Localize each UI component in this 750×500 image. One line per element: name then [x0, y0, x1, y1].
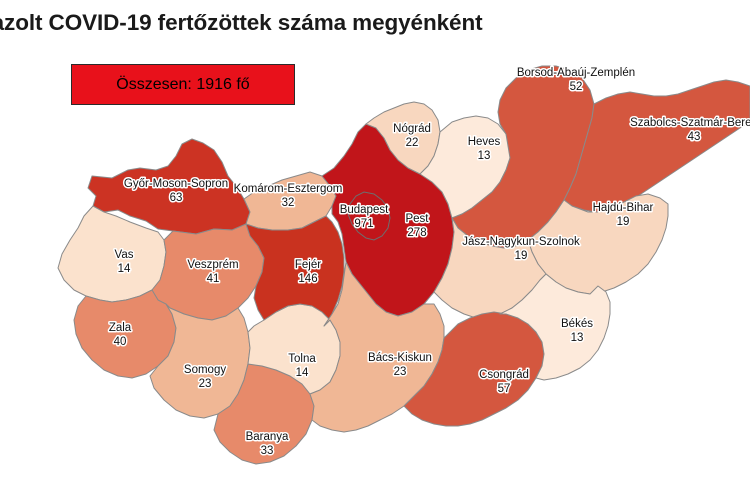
county-value: 971: [354, 218, 373, 230]
county-label-budapest: Budapest 971: [338, 203, 390, 232]
county-value: 19: [515, 250, 528, 262]
county-label-csongr-d: Csongrád 57: [478, 368, 531, 397]
county-label-b-k-s: Békés 13: [560, 317, 595, 346]
county-value: 41: [207, 273, 220, 285]
county-label-gy-r-moson-sopron: Győr-Moson-Sopron 63: [122, 177, 229, 206]
county-value: 13: [478, 150, 491, 162]
county-name: Pest: [405, 213, 429, 225]
county-name: Győr-Moson-Sopron: [124, 178, 228, 190]
county-szabolcs-szatmar-bereg[interactable]: [563, 79, 750, 213]
county-value: 40: [114, 336, 127, 348]
county-name: Szabolcs-Szatmár-Bereg: [630, 117, 750, 129]
county-name: Hajdú-Bihar: [593, 202, 654, 214]
county-value: 13: [571, 332, 584, 344]
county-name: Nógrád: [393, 123, 431, 135]
county-value: 32: [282, 197, 295, 209]
county-value: 57: [498, 383, 511, 395]
county-label-fej-r: Fejér 146: [293, 258, 322, 287]
county-name: Zala: [109, 322, 132, 334]
county-value: 63: [170, 192, 183, 204]
county-name: Heves: [468, 136, 501, 148]
county-label-tolna: Tolna 14: [287, 352, 318, 381]
county-veszprem[interactable]: [151, 223, 265, 321]
county-value: 19: [617, 216, 630, 228]
county-value: 14: [118, 263, 131, 275]
county-value: 23: [199, 378, 212, 390]
total-cases-banner: Összesen: 1916 fő: [71, 64, 295, 105]
county-csongrad[interactable]: [403, 311, 545, 427]
county-name: Borsod-Abaúj-Zemplén: [517, 67, 635, 79]
county-value: 33: [261, 445, 274, 457]
county-value: 22: [406, 137, 419, 149]
county-label-b-cs-kiskun: Bács-Kiskun 23: [367, 351, 434, 380]
county-name: Komárom-Esztergom: [234, 183, 343, 195]
county-label-veszpr-m: Veszprém 41: [186, 258, 240, 287]
county-fejer[interactable]: [245, 215, 345, 327]
county-label-borsod-aba-j-zempl-n: Borsod-Abaúj-Zemplén 52: [515, 66, 636, 95]
county-name: Tolna: [288, 353, 316, 365]
total-cases-label: Összesen: 1916 fő: [116, 75, 250, 93]
county-name: Bács-Kiskun: [368, 352, 432, 364]
county-value: 278: [407, 227, 426, 239]
county-label-szabolcs-szatm-r-bereg: Szabolcs-Szatmár-Bereg 43: [629, 116, 750, 145]
county-budapest[interactable]: [347, 191, 391, 241]
county-name: Vas: [115, 249, 134, 261]
county-value: 146: [298, 273, 317, 285]
page-title: gazolt COVID-19 fertőzöttek száma megyén…: [0, 10, 483, 35]
county-name: Csongrád: [479, 369, 529, 381]
county-label-pest: Pest 278: [404, 212, 431, 241]
county-label-heves: Heves 13: [466, 135, 502, 164]
county-labels-layer: Győr-Moson-Sopron 63 Komárom-Esztergom 32 Va…: [107, 66, 750, 459]
county-label-hajd-bihar: Hajdú-Bihar 19: [591, 201, 655, 230]
county-value: 43: [688, 131, 701, 143]
county-name: Somogy: [184, 364, 226, 376]
county-label-j-sz-nagykun-szolnok: Jász-Nagykun-Szolnok 19: [461, 235, 582, 264]
county-label-vas: Vas 14: [113, 248, 135, 277]
county-name: Jász-Nagykun-Szolnok: [462, 236, 580, 248]
county-label-baranya: Baranya 33: [244, 430, 290, 459]
county-label-kom-rom-esztergom: Komárom-Esztergom 32: [232, 182, 344, 211]
county-label-somogy: Somogy 23: [182, 363, 227, 392]
county-name: Békés: [561, 318, 593, 330]
county-value: 52: [570, 81, 583, 93]
county-value: 14: [296, 367, 309, 379]
county-name: Veszprém: [187, 259, 238, 271]
county-label-zala: Zala 40: [107, 321, 133, 350]
county-shapes-layer: [57, 65, 750, 465]
county-label-n-gr-d: Nógrád 22: [392, 122, 433, 151]
county-name: Budapest: [340, 204, 389, 216]
county-value: 23: [394, 366, 407, 378]
county-name: Fejér: [295, 259, 321, 271]
county-bekes[interactable]: [499, 273, 611, 381]
county-name: Baranya: [246, 431, 289, 443]
